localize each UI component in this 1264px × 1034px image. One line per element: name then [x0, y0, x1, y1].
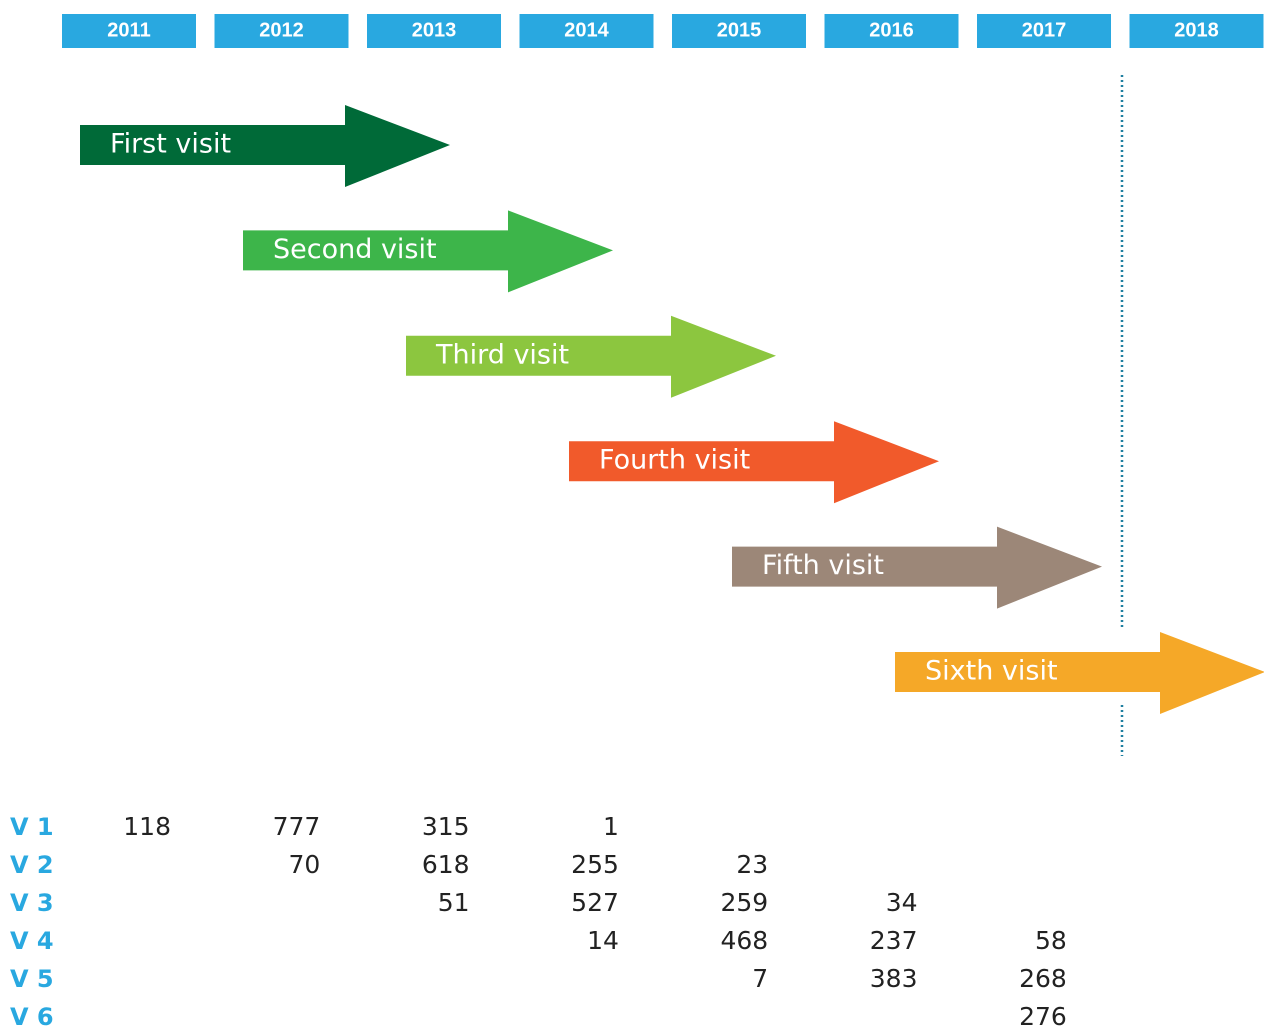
cell-value: 1: [603, 812, 619, 841]
cell-value: 618: [422, 850, 470, 879]
year-label: 2018: [1174, 19, 1219, 41]
visit-arrow: [406, 315, 776, 398]
cell-value: 315: [422, 812, 470, 841]
visit-arrow: [732, 526, 1102, 609]
visit-arrow: [80, 105, 450, 187]
year-box: [62, 14, 196, 48]
row-label: V 2: [10, 851, 54, 879]
cell-value: 7: [752, 964, 768, 993]
year-label: 2013: [412, 19, 457, 41]
visit-label: Third visit: [435, 339, 569, 370]
year-box: [977, 14, 1111, 48]
year-box: [1129, 14, 1264, 48]
cell-value: 34: [886, 888, 918, 917]
year-box: [672, 14, 806, 48]
cell-value: 255: [571, 850, 619, 879]
cell-value: 777: [273, 812, 321, 841]
year-label: 2011: [107, 19, 150, 41]
cell-value: 237: [870, 926, 918, 955]
row-label: V 6: [10, 1003, 54, 1031]
year-label: 2017: [1022, 19, 1067, 41]
cell-value: 268: [1019, 964, 1067, 993]
year-box: [367, 14, 501, 48]
cell-value: 58: [1035, 926, 1067, 955]
cell-value: 468: [720, 926, 768, 955]
row-label: V 3: [10, 889, 54, 917]
cell-value: 14: [587, 926, 619, 955]
cell-value: 118: [123, 812, 171, 841]
cell-value: 259: [720, 888, 768, 917]
cell-value: 23: [736, 850, 768, 879]
visit-label: Fourth visit: [599, 445, 750, 476]
cell-value: 383: [870, 964, 918, 993]
visit-label: First visit: [110, 129, 231, 160]
visit-label: Second visit: [273, 234, 437, 265]
row-label: V 5: [10, 965, 54, 993]
cell-value: 70: [288, 850, 320, 879]
visit-arrow: [895, 632, 1264, 714]
year-label: 2016: [869, 19, 914, 41]
cell-value: 276: [1019, 1002, 1067, 1031]
cell-value: 51: [438, 888, 470, 917]
year-label: 2012: [259, 19, 304, 41]
row-label: V 1: [10, 813, 54, 841]
year-box: [824, 14, 959, 48]
visit-arrow: [243, 210, 613, 293]
year-label: 2014: [564, 19, 609, 41]
year-box: [519, 14, 654, 48]
year-box: [214, 14, 349, 48]
cell-value: 527: [571, 888, 619, 917]
visit-label: Fifth visit: [762, 550, 884, 581]
visit-label: Sixth visit: [925, 656, 1058, 687]
visit-arrow: [569, 421, 939, 504]
year-label: 2015: [717, 19, 762, 41]
row-label: V 4: [10, 927, 54, 955]
